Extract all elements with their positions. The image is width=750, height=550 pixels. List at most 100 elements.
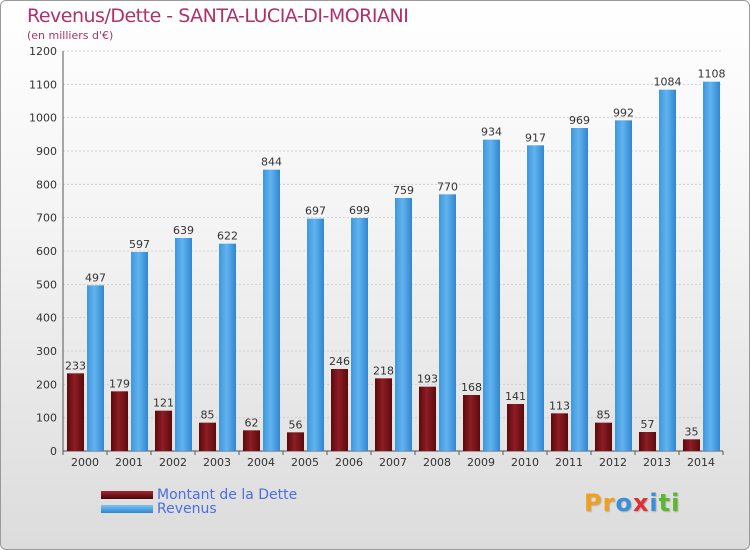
bar-dette xyxy=(683,439,700,451)
bar-dette xyxy=(331,369,348,451)
y-tick-label: 300 xyxy=(36,345,57,358)
y-tick-label: 0 xyxy=(50,445,57,458)
data-label-revenus: 759 xyxy=(393,184,414,197)
x-tick-label: 2003 xyxy=(203,456,231,469)
data-label-revenus: 992 xyxy=(613,106,634,119)
y-tick-label: 800 xyxy=(36,178,57,191)
x-tick-label: 2007 xyxy=(379,456,407,469)
data-label-revenus: 844 xyxy=(261,156,282,169)
y-tick-label: 1100 xyxy=(29,78,57,91)
y-tick-label: 1000 xyxy=(29,112,57,125)
bar-revenus xyxy=(263,169,280,451)
x-tick-label: 2005 xyxy=(291,456,319,469)
y-tick-label: 500 xyxy=(36,278,57,291)
bar-dette xyxy=(419,386,436,451)
legend-label-revenus: Revenus xyxy=(157,501,217,517)
data-label-revenus: 622 xyxy=(217,230,238,243)
bar-revenus xyxy=(351,218,368,451)
chart-title: Revenus/Dette - SANTA-LUCIA-DI-MORIANI xyxy=(27,5,409,27)
x-tick-label: 2001 xyxy=(115,456,143,469)
data-label-dette: 233 xyxy=(65,359,86,372)
bar-revenus xyxy=(659,89,676,452)
data-label-dette: 193 xyxy=(417,373,438,386)
bar-revenus xyxy=(439,194,456,452)
y-tick-label: 200 xyxy=(36,378,57,391)
legend-item-revenus: Revenus xyxy=(101,501,217,517)
bar-dette xyxy=(67,373,84,451)
bar-revenus xyxy=(307,218,324,451)
y-tick-label: 400 xyxy=(36,312,57,325)
data-label-revenus: 969 xyxy=(569,114,590,127)
logo-letter: t xyxy=(658,489,672,517)
x-tick-label: 2014 xyxy=(687,456,715,469)
bar-dette xyxy=(199,422,216,451)
bar-revenus xyxy=(131,252,148,451)
data-label-dette: 85 xyxy=(201,409,215,422)
logo-letter: i xyxy=(649,489,659,517)
data-label-dette: 56 xyxy=(289,418,303,431)
bar-dette xyxy=(595,422,612,451)
bar-dette xyxy=(155,410,172,451)
data-label-dette: 246 xyxy=(329,355,350,368)
data-label-dette: 35 xyxy=(685,425,699,438)
bar-dette xyxy=(375,378,392,451)
legend-item-dette: Montant de la Dette xyxy=(101,487,297,503)
data-label-dette: 121 xyxy=(153,397,174,410)
bar-revenus xyxy=(175,238,192,451)
bar-revenus xyxy=(87,285,104,451)
logo-letter: r xyxy=(602,489,616,517)
data-label-dette: 62 xyxy=(245,416,259,429)
data-label-revenus: 917 xyxy=(525,131,546,144)
bar-revenus xyxy=(527,145,544,452)
data-label-revenus: 934 xyxy=(481,126,502,139)
x-tick-label: 2006 xyxy=(335,456,363,469)
bar-revenus xyxy=(571,128,588,451)
bar-dette xyxy=(507,404,524,451)
x-tick-label: 2011 xyxy=(555,456,583,469)
bar-revenus xyxy=(483,139,500,451)
data-label-revenus: 497 xyxy=(85,271,106,284)
x-tick-label: 2004 xyxy=(247,456,275,469)
data-label-revenus: 699 xyxy=(349,204,370,217)
bar-dette xyxy=(551,413,568,451)
y-tick-label: 700 xyxy=(36,212,57,225)
data-label-dette: 113 xyxy=(549,399,570,412)
y-tick-label: 100 xyxy=(36,412,57,425)
logo-letter: i xyxy=(671,489,681,517)
logo-letter: o xyxy=(615,489,633,517)
legend-swatch-dette xyxy=(101,491,153,499)
data-label-revenus: 1084 xyxy=(654,76,682,89)
legend-swatch-revenus xyxy=(101,505,153,513)
data-label-dette: 85 xyxy=(597,409,611,422)
y-tick-label: 900 xyxy=(36,145,57,158)
x-tick-label: 2000 xyxy=(71,456,99,469)
x-tick-label: 2013 xyxy=(643,456,671,469)
x-tick-label: 2010 xyxy=(511,456,539,469)
x-tick-label: 2008 xyxy=(423,456,451,469)
bar-dette xyxy=(463,395,480,451)
bar-dette xyxy=(111,391,128,451)
chart-subtitle: (en milliers d'€) xyxy=(27,29,114,42)
data-label-dette: 57 xyxy=(641,418,655,431)
x-tick-label: 2012 xyxy=(599,456,627,469)
legend-label-dette: Montant de la Dette xyxy=(157,487,298,503)
data-label-revenus: 770 xyxy=(437,180,458,193)
data-label-revenus: 597 xyxy=(129,238,150,251)
proxiti-logo: Proxiti xyxy=(584,489,680,517)
bar-revenus xyxy=(219,243,236,451)
bar-dette xyxy=(243,430,260,451)
data-label-dette: 141 xyxy=(505,390,526,403)
y-tick-label: 1200 xyxy=(29,45,57,58)
bar-revenus xyxy=(615,120,632,451)
y-tick-label: 600 xyxy=(36,245,57,258)
logo-letter: P xyxy=(584,489,603,517)
bar-revenus xyxy=(703,81,720,452)
data-label-revenus: 1108 xyxy=(698,68,726,81)
logo-letter: x xyxy=(632,489,650,517)
data-label-dette: 218 xyxy=(373,364,394,377)
data-label-revenus: 639 xyxy=(173,224,194,237)
bar-revenus xyxy=(395,198,412,451)
data-label-dette: 179 xyxy=(109,377,130,390)
